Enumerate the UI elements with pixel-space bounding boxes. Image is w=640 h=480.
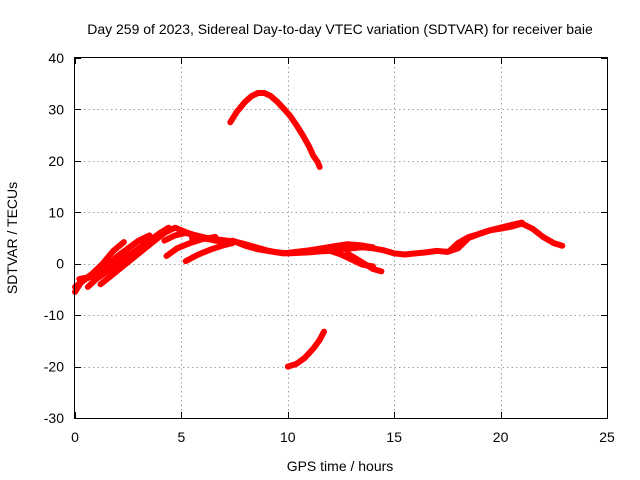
y-tick-label: 30 (48, 101, 64, 117)
y-tick-label: -10 (44, 307, 64, 323)
series-arc-negative (284, 328, 327, 370)
series-arc-high (227, 90, 323, 170)
y-tick-label: 40 (48, 50, 64, 66)
series-arc-rise-20 (446, 219, 525, 254)
y-tick-label: 0 (56, 256, 64, 272)
series-layer (72, 90, 566, 370)
axis-ticks (75, 58, 608, 419)
y-tick-label: -30 (44, 410, 64, 426)
x-tick-label: 15 (386, 429, 402, 445)
plot-frame (74, 57, 608, 419)
x-axis-tick-labels: 0 5 10 15 20 25 (71, 429, 615, 445)
y-axis-label: SDTVAR / TECUs (4, 182, 20, 294)
x-axis-label: GPS time / hours (287, 458, 394, 474)
y-tick-label: 20 (48, 153, 64, 169)
x-tick-label: 0 (71, 429, 79, 445)
x-tick-label: 25 (599, 429, 615, 445)
x-tick-label: 20 (493, 429, 509, 445)
chart-title: Day 259 of 2023, Sidereal Day-to-day VTE… (87, 21, 593, 37)
y-tick-label: 10 (48, 204, 64, 220)
y-axis-tick-labels: -30 -20 -10 0 10 20 30 40 (44, 50, 64, 426)
series-arc-low-early-5 (76, 235, 153, 283)
x-tick-label: 5 (178, 429, 186, 445)
series-arc-middle-upper (229, 237, 376, 257)
series-arc-branch-b (182, 240, 236, 265)
y-tick-label: -20 (44, 359, 64, 375)
series-arc-dip-13 (327, 247, 376, 270)
x-tick-label: 10 (280, 429, 296, 445)
